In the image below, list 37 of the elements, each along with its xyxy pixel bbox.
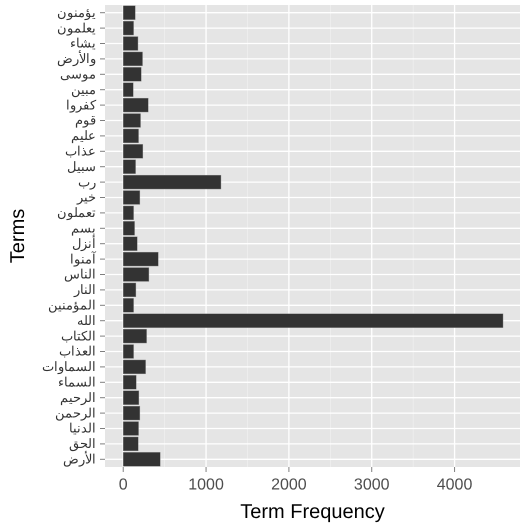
y-tick-label: العذاب (59, 344, 96, 359)
y-tick-label: يعلمون (57, 20, 96, 36)
x-tick-label: 2000 (271, 476, 307, 494)
y-tick-label: الكتاب (61, 328, 96, 344)
y-tick-label: رب (78, 174, 96, 190)
y-tick-label: سبيل (67, 158, 96, 174)
y-tick-label: الرحمن (55, 405, 96, 422)
y-tick-label: والأرض (57, 50, 96, 68)
y-tick-label: قوم (75, 112, 96, 129)
y-tick-label: يؤمنون (57, 4, 96, 21)
y-tick-label: السماء (58, 374, 96, 390)
y-tick-label: مبين (71, 82, 96, 98)
y-tick-label: الدنيا (69, 420, 96, 436)
y-tick-label: آمنوا (70, 250, 97, 268)
y-tick-label: الناس (64, 266, 96, 283)
x-tick-label: 4000 (436, 476, 472, 494)
y-tick-label: الرحيم (60, 390, 96, 406)
x-axis-title: Term Frequency (240, 501, 385, 523)
x-tick-label: 3000 (354, 476, 390, 494)
y-tick-label: كفروا (66, 97, 97, 114)
y-tick-label: النار (73, 282, 96, 298)
y-tick-label: أنزل (72, 234, 96, 252)
y-axis-title: Terms (7, 208, 29, 264)
y-tick-label: السماوات (42, 359, 96, 376)
y-tick-label: يشاء (70, 36, 96, 51)
y-tick-label: تعملون (57, 205, 96, 222)
x-tick-label: 1000 (188, 476, 224, 494)
y-tick-label: المؤمنين (48, 297, 96, 314)
y-tick-label: عذاب (65, 143, 96, 158)
x-tick-label: 0 (118, 476, 128, 494)
y-tick-label: عليم (71, 128, 96, 144)
y-tick-label: الله (77, 312, 96, 328)
y-tick-label: موسى (60, 66, 96, 82)
y-tick-label: خير (76, 190, 96, 206)
y-tick-label: الأرض (63, 450, 96, 468)
y-tick-label: بسم (71, 220, 96, 236)
y-tick-label: الحق (69, 436, 96, 452)
